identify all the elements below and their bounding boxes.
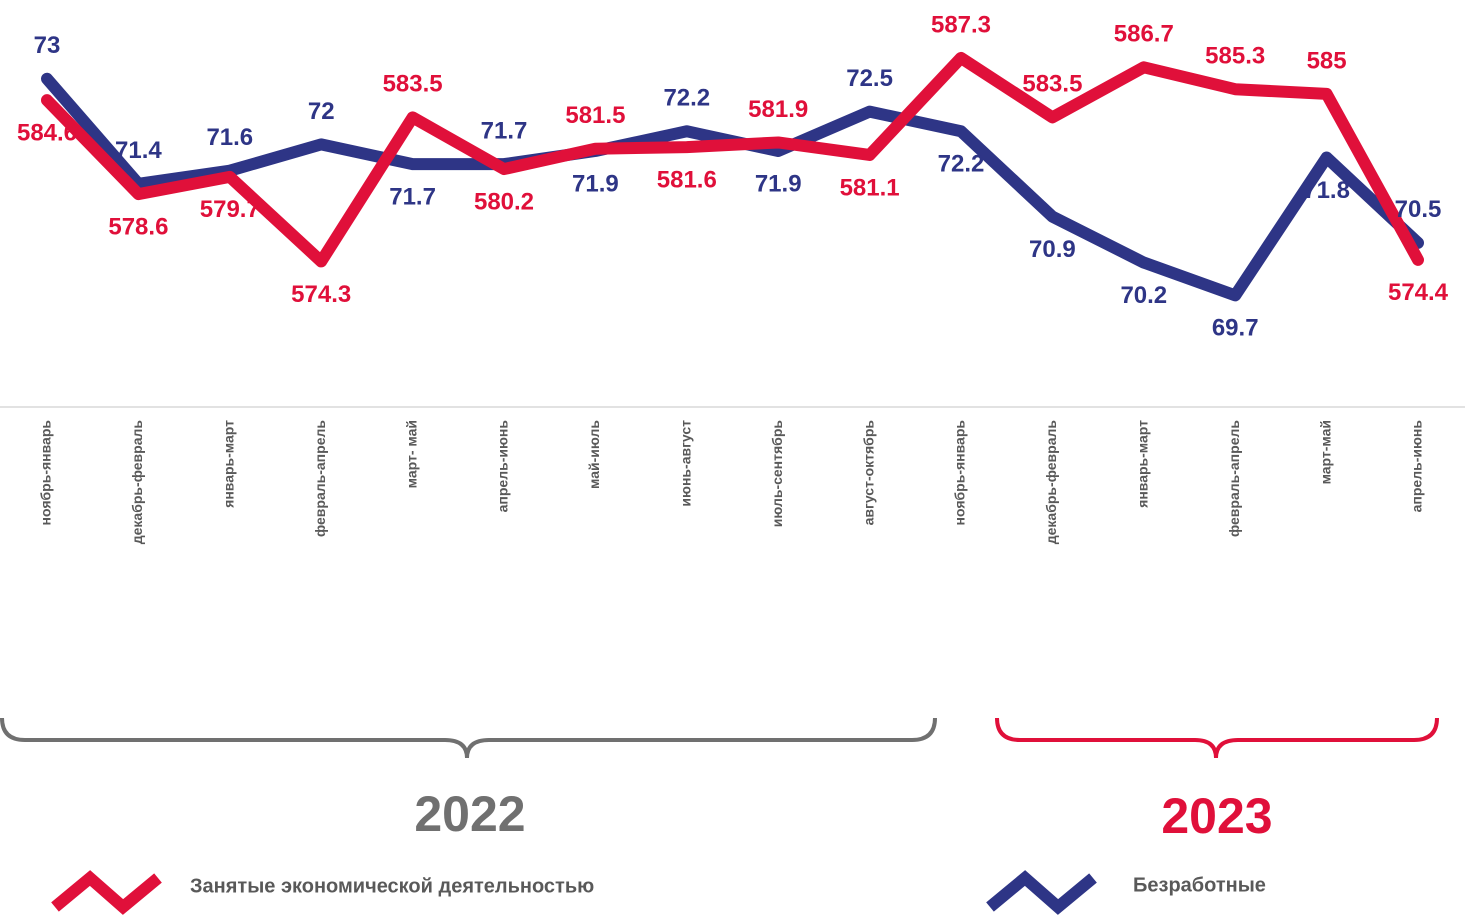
year-label: 2023 [1161, 788, 1272, 844]
x-tick-label: декабрь-февраль [1043, 420, 1059, 545]
x-tick-label: январь-март [221, 420, 237, 508]
legend-icon [986, 870, 1097, 915]
x-tick-label: март-май [1317, 420, 1333, 484]
legend-label: Безработные [1133, 874, 1266, 896]
x-tick-label: апрель-июнь [495, 420, 511, 513]
data-label: 70.9 [1029, 236, 1076, 263]
data-label: 578.6 [108, 213, 168, 240]
brace-2022 [0, 717, 937, 759]
data-label: 581.9 [748, 96, 808, 123]
data-label: 574.4 [1388, 279, 1449, 306]
data-label: 71.6 [206, 124, 253, 151]
data-label: 72 [308, 98, 335, 125]
x-tick-label: июнь-август [678, 420, 694, 507]
data-label: 71.9 [572, 170, 619, 197]
x-tick-label: январь-март [1135, 420, 1151, 508]
x-tick-label: август-октябрь [860, 420, 876, 526]
line-series [41, 51, 1424, 268]
data-label: 586.7 [1114, 21, 1174, 48]
data-label: 71.9 [755, 170, 802, 197]
year-label: 2022 [414, 786, 525, 842]
data-label: 580.2 [474, 188, 534, 215]
x-tick-label: июль-сентябрь [769, 420, 785, 528]
data-label: 583.5 [383, 71, 443, 98]
x-tick-label: март- май [403, 420, 419, 488]
data-label: 583.5 [1022, 71, 1082, 98]
x-tick-label: ноябрь-январь [38, 420, 54, 526]
data-label: 579.7 [200, 196, 260, 223]
data-label: 72.2 [938, 151, 985, 178]
x-tick-label: май-июль [586, 420, 602, 489]
data-label: 585.3 [1205, 43, 1265, 70]
brace-2023 [995, 717, 1439, 759]
data-label: 69.7 [1212, 315, 1259, 342]
data-label: 71.8 [1303, 177, 1350, 204]
data-label: 581.5 [565, 102, 625, 129]
x-tick-label: февраль-апрель [1226, 420, 1242, 537]
x-tick-label: ноябрь-январь [952, 420, 968, 526]
data-label: 587.3 [931, 11, 991, 38]
data-label: 70.5 [1395, 196, 1442, 223]
data-label: 574.3 [291, 281, 351, 308]
data-label: 71.4 [115, 137, 162, 164]
legend-icon [51, 870, 162, 915]
x-tick-label: февраль-апрель [312, 420, 328, 537]
x-tick-label: декабрь-февраль [129, 420, 145, 545]
data-label: 73 [34, 32, 61, 59]
data-label: 581.6 [657, 166, 717, 193]
data-label: 585 [1307, 47, 1347, 74]
data-label: 581.1 [840, 174, 900, 201]
x-tick-label: апрель-июнь [1409, 420, 1425, 513]
data-label: 70.2 [1120, 282, 1167, 309]
data-label: 72.5 [846, 65, 893, 92]
data-label: 71.7 [389, 183, 436, 210]
data-label: 71.7 [481, 117, 528, 144]
data-label: 584.6 [17, 120, 77, 147]
data-label: 72.2 [663, 85, 710, 112]
line-series [41, 72, 1424, 302]
legend-label: Занятые экономической деятельностью [190, 875, 594, 897]
